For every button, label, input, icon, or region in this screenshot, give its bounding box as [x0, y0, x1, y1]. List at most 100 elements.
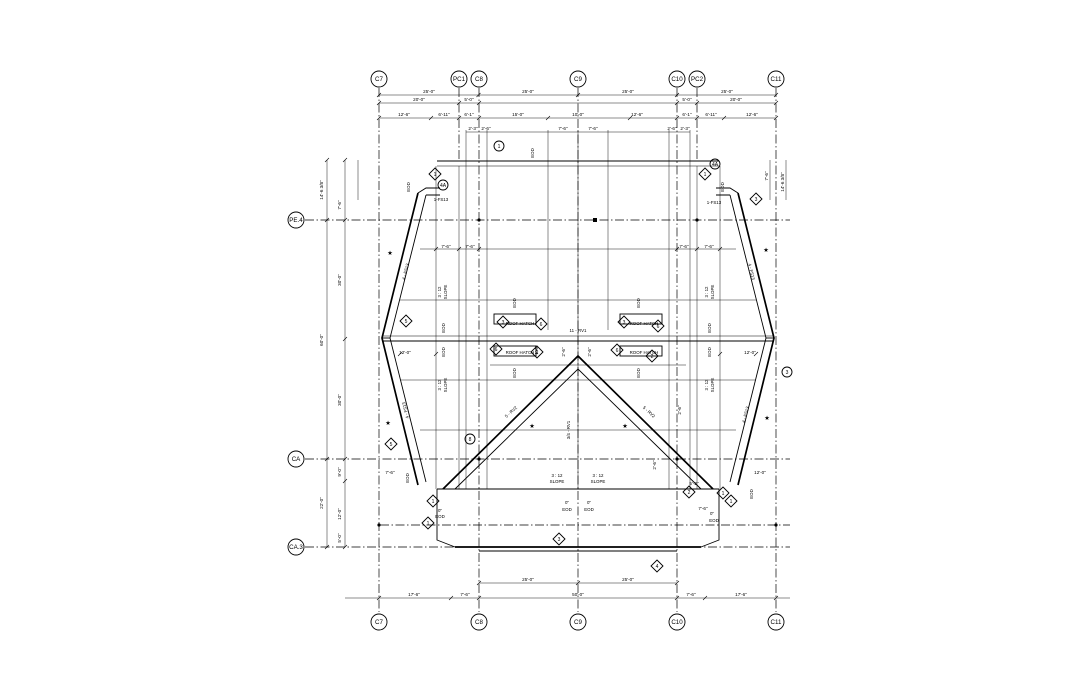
- grid-label-ca: CA: [292, 456, 301, 463]
- detail-tag-text: 4A: [440, 183, 447, 189]
- slope-note-a: 3 : 12: [437, 286, 442, 298]
- star-markers: ★ ★ ★ ★ ★ ★: [385, 247, 770, 430]
- dim-left-1: 7'-6": [337, 200, 342, 210]
- eod-10: EOD: [707, 323, 712, 333]
- dim-bottom1-1: 25'-0": [622, 577, 634, 582]
- detail-tag: 2: [530, 345, 544, 359]
- slope-notes: 3 : 12 SLOPE 3 : 12 SLOPE 3 : 12 SLOPE 3…: [437, 285, 715, 484]
- grid-bubble-pc1-top: PC1: [450, 70, 468, 88]
- dim-right-0: 14'-6 3/8": [780, 172, 785, 192]
- star-marker-4: ★: [764, 415, 770, 422]
- slope-word-d: SLOPE: [710, 378, 715, 393]
- star-marker-6: ★: [622, 423, 628, 430]
- detail-tag: 8: [464, 433, 476, 445]
- dim-left-3: 60'-0": [319, 334, 324, 346]
- slope-note-c: 3 : 12: [704, 286, 709, 298]
- dim-top4-4: 2'-6": [667, 126, 677, 131]
- rafter-right-top: 4 - FS13: [747, 263, 756, 281]
- slope-word-c: SLOPE: [710, 285, 715, 300]
- dim-left-6: 22'-0": [319, 497, 324, 509]
- dim-inner-12: 2'-6": [677, 405, 682, 415]
- ridge-offset: 1'-6": [534, 345, 539, 355]
- rafter-left-top: 4 - FS13: [401, 262, 410, 280]
- framing-labels: ROOF HATCH ROOF HATCH ROOF HATCH ROOF HA…: [401, 197, 756, 486]
- eod-5: EOD: [530, 148, 535, 158]
- detail-tag: 3: [617, 315, 631, 329]
- detail-tag-text: 2: [688, 490, 691, 496]
- dim-top3-8: 12'-6": [746, 112, 758, 117]
- eod-notes: 0" EOD 0" EOD 0" EOD 0" EOD EOD EOD EOD …: [405, 148, 754, 523]
- dim-left-4: 30'-0": [337, 394, 342, 406]
- dim-top3-5: 12'-6": [631, 112, 643, 117]
- dim-inner-6: 12'-0": [754, 470, 766, 475]
- column-bubbles-top: C7 PC1 C8 C9 C10 PC2 C11: [370, 70, 785, 88]
- column-bubbles-bottom: C7 C8 C9 C10 C11: [370, 613, 785, 631]
- roof-outline: [381, 130, 775, 552]
- dim-top4-1: 2'-6": [481, 126, 491, 131]
- dim-right-1: 7'-6": [764, 171, 769, 181]
- roof-hatch-4: ROOF HATCH: [630, 350, 659, 355]
- grid-bubble-c11-top: C11: [767, 70, 785, 88]
- slope-note-d: 3 : 12: [704, 379, 709, 391]
- dim-top2-0: 20'-0": [413, 97, 425, 102]
- detail-tag: 3: [552, 532, 566, 546]
- dim-bottom2-3: 7'-6": [686, 592, 696, 597]
- roof-hatch-1: ROOF HATCH: [506, 321, 535, 326]
- detail-tag-text: 2: [536, 350, 539, 356]
- eod-zero-3: 0": [438, 508, 442, 513]
- dim-top1-0: 25'-0": [423, 89, 435, 94]
- detail-tag: 4A: [437, 179, 449, 191]
- dim-inner-3: 7'-6": [704, 244, 714, 249]
- dim-inner-0: 7'-6": [441, 244, 451, 249]
- detail-tag: 5: [399, 314, 413, 328]
- dim-top3-1: 6'-11": [438, 112, 450, 117]
- dim-inner-9: 7'-6": [385, 470, 395, 475]
- dim-inner-5: 12'-0": [744, 350, 756, 355]
- rafter-left-bot: 4 - FS13: [401, 401, 410, 419]
- dim-top4-5: 2'-3": [680, 126, 690, 131]
- detail-tag: 1: [716, 486, 730, 500]
- detail-tag-text: 6: [540, 322, 543, 328]
- dim-bottom2-4: 17'-6": [735, 592, 747, 597]
- detail-tag: 1: [428, 167, 442, 181]
- slope-note-e: 3 : 12: [552, 473, 564, 478]
- dim-bottom1-0: 25'-0": [522, 577, 534, 582]
- slope-note-f: 3 : 12: [593, 473, 605, 478]
- detail-tag-text: 6: [495, 347, 498, 353]
- dim-inner-1: 7'-6": [465, 244, 475, 249]
- star-marker-1: ★: [387, 250, 393, 257]
- detail-tag-text: 6: [657, 324, 660, 330]
- detail-tag-text: 5: [390, 442, 393, 448]
- dim-left-8: 5'-0": [337, 533, 342, 543]
- detail-tag-text: 3: [558, 537, 561, 543]
- grid-label-c11-bottom: C11: [771, 619, 782, 626]
- detail-tag: 3: [496, 315, 510, 329]
- dim-top1-2: 25'-0": [622, 89, 634, 94]
- detail-tag-text: 3: [755, 197, 758, 203]
- eod-12: EOD: [512, 298, 517, 308]
- eod-zero-4: 0": [710, 511, 714, 516]
- dim-top1-1: 25'-0": [522, 89, 534, 94]
- detail-tag: 3: [781, 366, 793, 378]
- eod-14: EOD: [512, 368, 517, 378]
- eod-2: EOD: [584, 507, 594, 512]
- grid-bubble-c7-bottom: C7: [370, 613, 388, 631]
- dim-top2-1: 5'-0": [464, 97, 474, 102]
- eod-4: EOD: [709, 518, 719, 523]
- eod-11: EOD: [707, 347, 712, 357]
- dim-top4-2: 7'-6": [558, 126, 568, 131]
- grid-label-pe4: PE.4: [289, 217, 303, 224]
- grid-label-ca3: CA.3: [289, 544, 303, 551]
- grid-bubble-c8-top: C8: [470, 70, 488, 88]
- detail-tag: 1: [426, 494, 440, 508]
- eod-9: EOD: [441, 347, 446, 357]
- detail-tag: 6: [651, 319, 665, 333]
- detail-tag-text: 3: [786, 370, 789, 376]
- detail-tag: 2: [645, 349, 659, 363]
- dim-inner-2: 7'-6": [679, 244, 689, 249]
- detail-tag-text: 1: [704, 172, 707, 178]
- dim-left-7: 12'-0": [337, 508, 342, 520]
- eod-zero-1: 0": [565, 500, 569, 505]
- grid-bubble-ca: CA: [287, 450, 305, 468]
